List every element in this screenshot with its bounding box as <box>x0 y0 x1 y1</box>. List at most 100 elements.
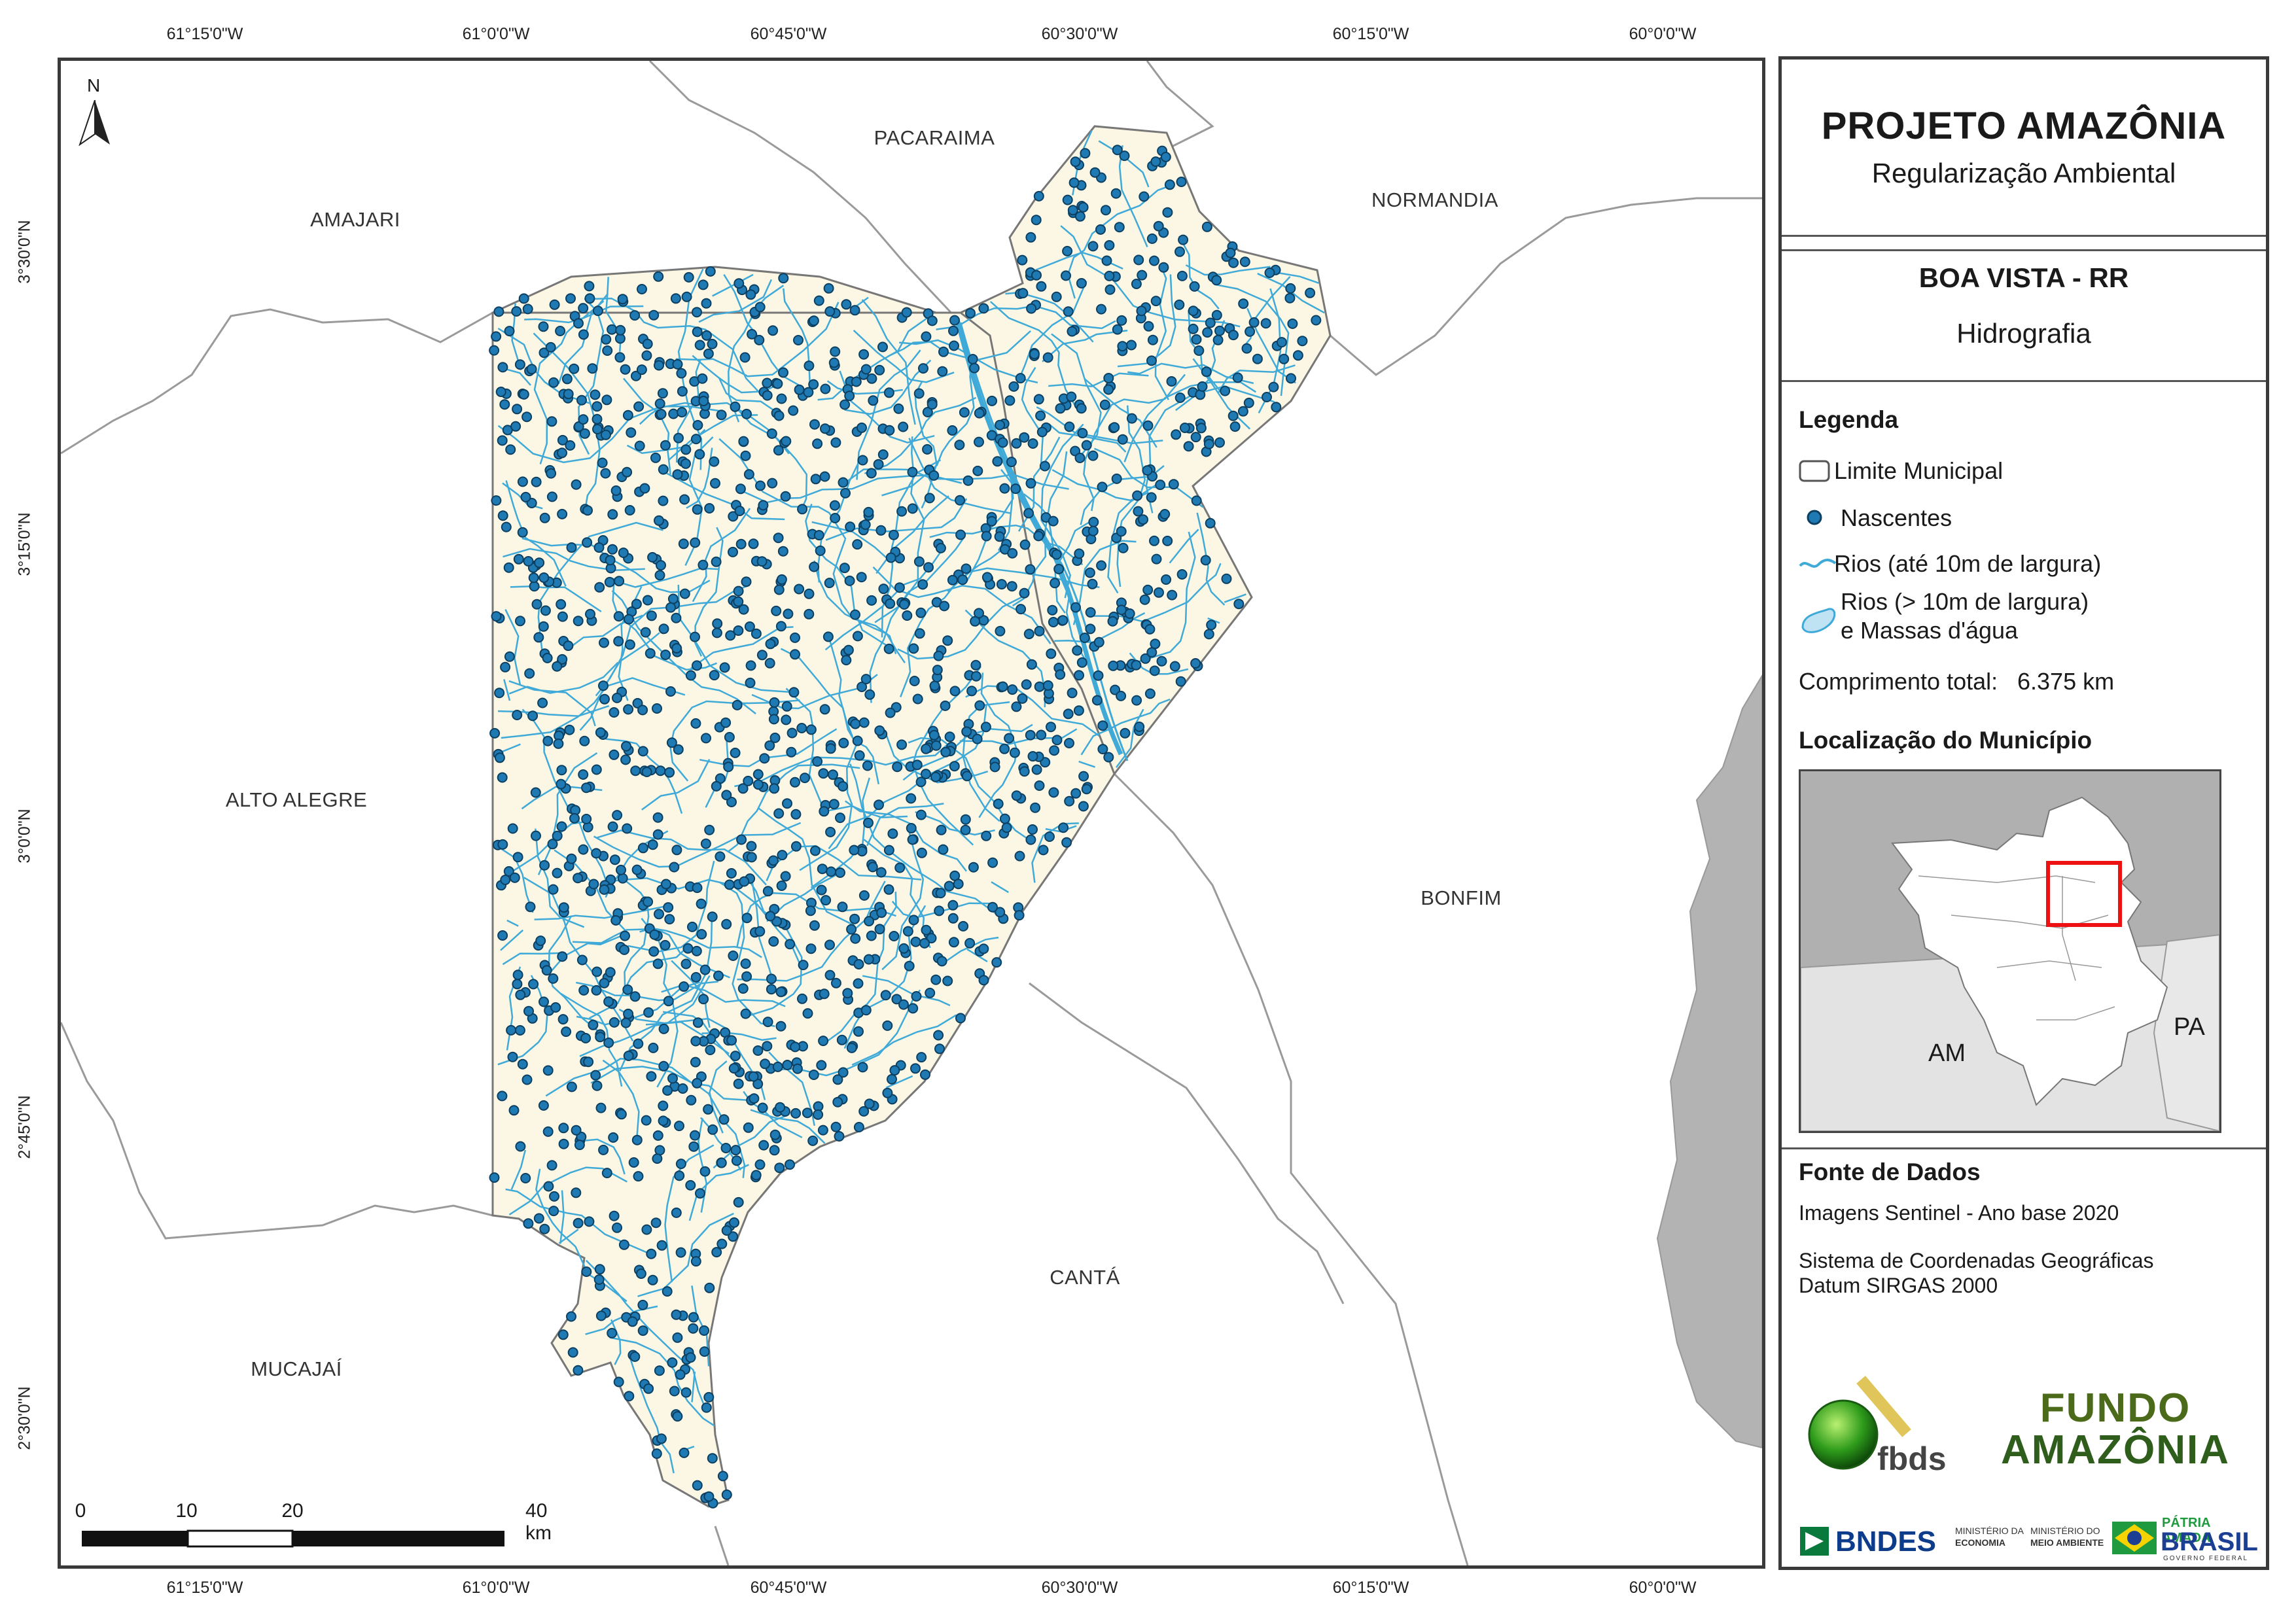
spring-point <box>591 985 602 996</box>
spring-point <box>883 845 894 856</box>
spring-point <box>816 884 827 896</box>
legend-item-water-bodies: e Massas d'água <box>1841 617 2019 644</box>
spring-point <box>910 1063 921 1074</box>
spring-point <box>511 306 522 317</box>
spring-point <box>548 973 559 984</box>
spring-point <box>1084 567 1095 578</box>
spring-point <box>658 495 669 506</box>
map-view[interactable]: PACARAIMA AMAJARI NORMANDIA ALTO ALEGRE … <box>58 58 1765 1569</box>
river-segment <box>811 521 888 559</box>
spring-point <box>739 352 751 363</box>
total-length-value: 6.375 km <box>2017 668 2115 695</box>
spring-point <box>497 510 508 521</box>
spring-point <box>690 1056 701 1068</box>
spring-point <box>1149 665 1160 676</box>
spring-point <box>880 990 891 1001</box>
spring-point <box>949 315 960 326</box>
spring-point <box>709 456 720 467</box>
spring-point <box>692 504 703 515</box>
spring-point <box>643 1383 654 1394</box>
spring-point <box>683 271 694 283</box>
spring-point <box>522 304 533 315</box>
spring-point <box>972 733 983 744</box>
spring-point <box>610 915 622 926</box>
spring-point <box>711 780 722 792</box>
river-segment <box>881 831 925 971</box>
spring-point <box>1074 453 1086 463</box>
spring-point <box>523 1218 534 1229</box>
spring-point <box>1174 393 1186 403</box>
spring-point <box>721 790 732 801</box>
spring-point <box>960 814 971 825</box>
spring-point <box>509 872 520 883</box>
spring-point <box>691 945 702 956</box>
spring-point <box>563 389 574 400</box>
spring-point <box>591 764 602 775</box>
spring-point <box>940 700 951 711</box>
spring-point <box>852 735 863 746</box>
ministry-environment-line2: MEIO AMBIENTE <box>2030 1537 2104 1548</box>
river-segment <box>1014 281 1087 389</box>
spring-point <box>690 718 701 729</box>
spring-point <box>836 1034 847 1045</box>
spring-point <box>1146 355 1157 366</box>
spring-point <box>733 1078 744 1089</box>
spring-point <box>637 843 648 854</box>
spring-point <box>754 334 765 345</box>
spring-point <box>646 610 657 621</box>
spring-point <box>576 954 588 966</box>
spring-point <box>777 546 788 557</box>
spring-point <box>699 1325 710 1336</box>
spring-point <box>790 841 802 852</box>
spring-point <box>517 527 528 538</box>
spring-point <box>578 329 589 340</box>
spring-point <box>972 465 983 476</box>
spring-point <box>497 772 508 783</box>
river-segment <box>1083 374 1186 512</box>
spring-point <box>582 537 593 548</box>
spring-point <box>728 546 738 557</box>
spring-point <box>873 459 884 470</box>
map-canvas[interactable] <box>61 61 1762 1565</box>
spring-point <box>1081 784 1092 795</box>
spring-point <box>1087 241 1099 252</box>
spring-point <box>595 1032 606 1043</box>
spring-point <box>771 605 782 616</box>
spring-point <box>671 1207 682 1218</box>
spring-point <box>999 813 1010 824</box>
spring-point <box>673 744 684 755</box>
river-segment <box>506 919 519 927</box>
spring-point <box>849 913 860 924</box>
spring-point <box>495 387 506 397</box>
river-segment <box>1214 283 1290 396</box>
spring-point <box>623 704 634 715</box>
spring-point <box>1191 495 1202 506</box>
spring-point <box>654 360 664 371</box>
spring-point <box>832 1096 843 1108</box>
spring-point <box>662 1085 673 1096</box>
river-segment <box>718 881 775 1028</box>
spring-point <box>542 1065 554 1076</box>
spring-point <box>850 933 861 944</box>
spring-point <box>654 1365 665 1376</box>
spring-point <box>665 686 676 697</box>
river-segment <box>825 498 968 541</box>
legend-item-small-rivers: Rios (até 10m de largura) <box>1834 550 2102 577</box>
spring-point <box>885 707 896 718</box>
lon-tick-top: 61°0'0"W <box>462 25 530 43</box>
spring-point <box>584 281 595 292</box>
source-line: Sistema de Coordenadas Geográficas <box>1799 1249 2154 1272</box>
spring-point <box>912 693 923 705</box>
spring-point <box>769 732 781 743</box>
spring-point <box>858 717 870 728</box>
spring-point <box>969 362 980 374</box>
river-segment <box>885 1075 913 1089</box>
spring-point <box>752 769 764 780</box>
fbds-logo: fbds <box>1799 1374 1956 1477</box>
river-segment <box>856 349 921 480</box>
spring-point <box>995 419 1006 430</box>
spring-point <box>1142 420 1154 431</box>
spring-point <box>876 907 887 918</box>
location-heading: Localização do Município <box>1799 727 2093 754</box>
spring-point <box>1004 733 1015 744</box>
